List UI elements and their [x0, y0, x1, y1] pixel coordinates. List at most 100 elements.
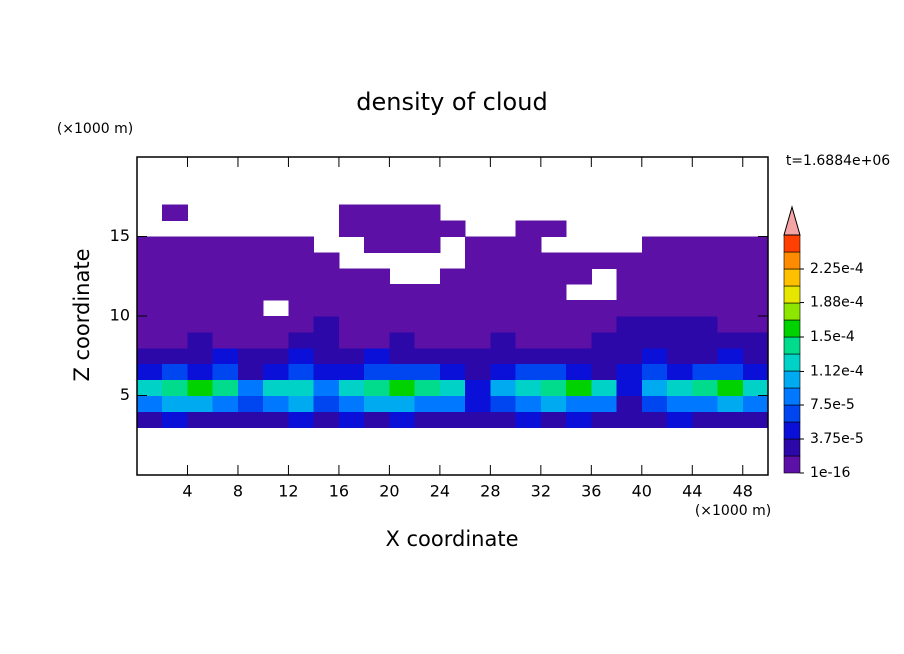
contour-cell	[717, 268, 744, 285]
contour-cell	[414, 379, 441, 396]
contour-cell	[465, 411, 491, 428]
contour-cell	[187, 395, 214, 412]
x-tick-label: 28	[480, 482, 500, 501]
contour-cell	[389, 236, 416, 253]
contour-cell	[137, 395, 163, 412]
contour-cell	[162, 347, 188, 365]
contour-cell	[641, 379, 668, 396]
contour-cell	[288, 411, 315, 428]
contour-cell	[414, 395, 441, 412]
contour-cell	[313, 395, 340, 412]
contour-cell	[338, 204, 365, 222]
contour-cell	[717, 284, 744, 301]
contour-cell	[439, 284, 466, 301]
contour-cell	[414, 236, 441, 253]
contour-cell	[313, 316, 340, 333]
contour-cell	[490, 316, 517, 333]
contour-cell	[742, 363, 769, 381]
contour-cell	[490, 379, 517, 396]
contour-cell	[616, 347, 643, 365]
contour-cell	[187, 268, 214, 285]
contour-cell	[465, 347, 491, 365]
contour-cell	[566, 379, 592, 396]
contour-cell	[515, 236, 542, 253]
contour-cell	[212, 331, 239, 349]
contour-cell	[237, 411, 264, 428]
contour-cell	[616, 331, 643, 349]
contour-cell	[162, 316, 188, 333]
contour-cell	[540, 284, 567, 301]
x-tick-label: 40	[632, 482, 652, 501]
contour-cell	[465, 363, 491, 381]
colorbar-band	[783, 438, 801, 457]
contour-cell	[490, 331, 517, 349]
contour-cell	[641, 331, 668, 349]
contour-cell	[263, 331, 289, 349]
contour-cell	[717, 252, 744, 269]
contour-cell	[364, 347, 390, 365]
contour-cell	[591, 395, 618, 412]
contour-cell	[515, 252, 542, 269]
contour-cell	[364, 379, 390, 396]
contour-cell	[490, 300, 517, 317]
contour-cell	[667, 363, 693, 381]
contour-cell	[187, 316, 214, 333]
contour-cell	[338, 347, 365, 365]
contour-cell	[717, 331, 744, 349]
contour-cell	[137, 411, 163, 428]
contour-cell	[540, 220, 567, 237]
contour-cell	[364, 220, 390, 237]
contour-cell	[515, 379, 542, 396]
contour-cell	[439, 220, 466, 237]
contour-cell	[212, 316, 239, 333]
contour-cell	[338, 284, 365, 301]
y-tick-label: 10	[110, 306, 130, 325]
contour-cell	[389, 331, 416, 349]
colorbar-tick-label: 2.25e-4	[810, 261, 864, 277]
contour-cell	[591, 252, 618, 269]
contour-cell	[490, 363, 517, 381]
contour-cell	[288, 284, 315, 301]
contour-cell	[212, 236, 239, 253]
colorbar-tick-label: 1.12e-4	[810, 363, 864, 379]
contour-cell	[263, 395, 289, 412]
contour-cell	[515, 395, 542, 412]
contour-cell	[742, 300, 769, 317]
contour-cell	[237, 331, 264, 349]
contour-cell	[540, 268, 567, 285]
contour-cell	[641, 363, 668, 381]
colorbar-band	[783, 421, 801, 440]
contour-cell	[338, 363, 365, 381]
contour-cell	[364, 204, 390, 222]
contour-cell	[187, 379, 214, 396]
colorbar-tick-label: 1.88e-4	[810, 295, 864, 311]
contour-cell	[742, 411, 769, 428]
contour-cell	[717, 316, 744, 333]
contour-cell	[540, 379, 567, 396]
contour-cell	[566, 395, 592, 412]
contour-cell	[742, 252, 769, 269]
contour-cell	[389, 316, 416, 333]
contour-cell	[540, 300, 567, 317]
contour-cell	[692, 268, 719, 285]
colorbar-tick-label: 1.5e-4	[810, 329, 855, 345]
contour-cell	[515, 268, 542, 285]
contour-cell	[439, 347, 466, 365]
contour-cell	[591, 331, 618, 349]
contour-cell	[641, 300, 668, 317]
contour-cell	[490, 395, 517, 412]
contour-cell	[616, 316, 643, 333]
contour-cell	[566, 300, 592, 317]
contour-cell	[162, 300, 188, 317]
contour-cell	[162, 204, 188, 222]
contour-cell	[212, 347, 239, 365]
contour-cell	[187, 411, 214, 428]
contour-cell	[313, 331, 340, 349]
contour-cell	[313, 300, 340, 317]
contour-cell	[212, 300, 239, 317]
y-tick-label: 15	[110, 226, 130, 245]
x-tick-label: 12	[278, 482, 298, 501]
contour-cell	[591, 363, 618, 381]
contour-cell	[237, 347, 264, 365]
